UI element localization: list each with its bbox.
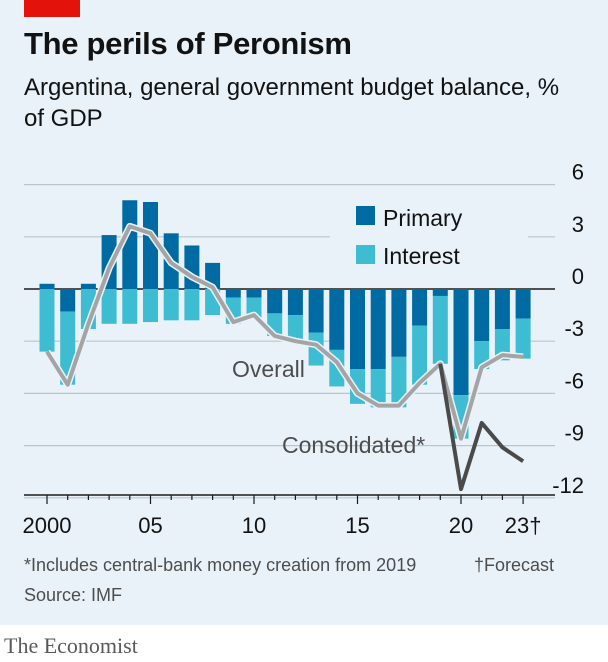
bar-interest <box>184 289 200 321</box>
budget-balance-chart: 6 3 0 -3 -6 -9 -12 2000 05 10 15 20 23† Primary Int… <box>23 160 584 538</box>
chart-title: The perils of Peronism <box>24 26 352 61</box>
bar-primary <box>122 200 138 289</box>
bar-primary <box>267 289 283 314</box>
bar-primary <box>308 289 324 333</box>
x-tick-label: 2000 <box>23 513 72 538</box>
bar-primary <box>453 289 469 396</box>
bar-primary <box>329 289 345 350</box>
bar-interest <box>101 289 117 324</box>
bar-interest <box>122 289 138 324</box>
bar-interest <box>163 289 179 321</box>
bar-interest <box>39 289 55 352</box>
footnote-central-bank: *Includes central-bank money creation fr… <box>24 555 417 575</box>
bar-interest <box>515 318 531 359</box>
footnote-forecast: †Forecast <box>474 555 555 575</box>
legend-label-primary: Primary <box>383 205 463 231</box>
bar-interest <box>412 325 428 385</box>
bar-primary <box>474 289 490 342</box>
x-tick-label: 15 <box>345 513 369 538</box>
chart-subtitle: Argentina, general government budget bal… <box>24 74 560 132</box>
bar-primary <box>143 202 158 289</box>
y-tick-label: 0 <box>572 264 584 289</box>
economist-logo-text: The Economist <box>4 633 138 658</box>
x-tick-label: 10 <box>242 513 266 538</box>
annotation-consolidated: Consolidated* <box>282 432 425 458</box>
legend-swatch-primary <box>356 206 375 225</box>
bar-interest <box>370 369 386 408</box>
bar-primary <box>80 283 96 289</box>
bars-layer <box>39 200 531 439</box>
legend-label-interest: Interest <box>383 243 460 269</box>
y-tick-label: -6 <box>564 368 584 393</box>
bar-primary <box>246 289 262 298</box>
annotation-overall: Overall <box>232 356 305 382</box>
y-tick-label: -9 <box>564 421 584 446</box>
legend: Primary Interest <box>356 205 463 269</box>
y-tick-label: 6 <box>572 160 584 185</box>
bar-primary <box>350 289 365 370</box>
y-tick-labels: 6 3 0 -3 -6 -9 -12 <box>552 160 584 498</box>
line-consolidated <box>438 363 525 492</box>
source-note: Source: IMF <box>24 585 123 605</box>
bar-primary <box>60 289 76 312</box>
y-tick-label: -12 <box>552 473 584 498</box>
x-tick-label: 05 <box>138 513 162 538</box>
bar-primary <box>391 289 407 357</box>
bar-primary <box>287 289 303 316</box>
bar-interest <box>143 289 158 323</box>
x-ticks: 2000 05 10 15 20 23† <box>23 494 555 538</box>
x-tick-label: 23† <box>505 513 542 538</box>
y-tick-label: -3 <box>564 316 584 341</box>
bar-primary <box>412 289 428 326</box>
bar-primary <box>370 289 386 370</box>
bar-interest <box>391 356 407 408</box>
y-tick-label: 3 <box>572 212 584 237</box>
bar-primary <box>225 289 241 298</box>
lines-layer <box>44 222 525 492</box>
legend-swatch-interest <box>356 245 375 264</box>
bar-primary <box>494 289 510 330</box>
bar-interest <box>432 295 448 364</box>
bar-interest <box>287 315 303 343</box>
x-tick-label: 20 <box>449 513 473 538</box>
bar-primary <box>432 289 448 296</box>
brand-red-bar <box>24 0 80 17</box>
bar-primary <box>39 283 55 289</box>
bar-primary <box>515 289 531 319</box>
